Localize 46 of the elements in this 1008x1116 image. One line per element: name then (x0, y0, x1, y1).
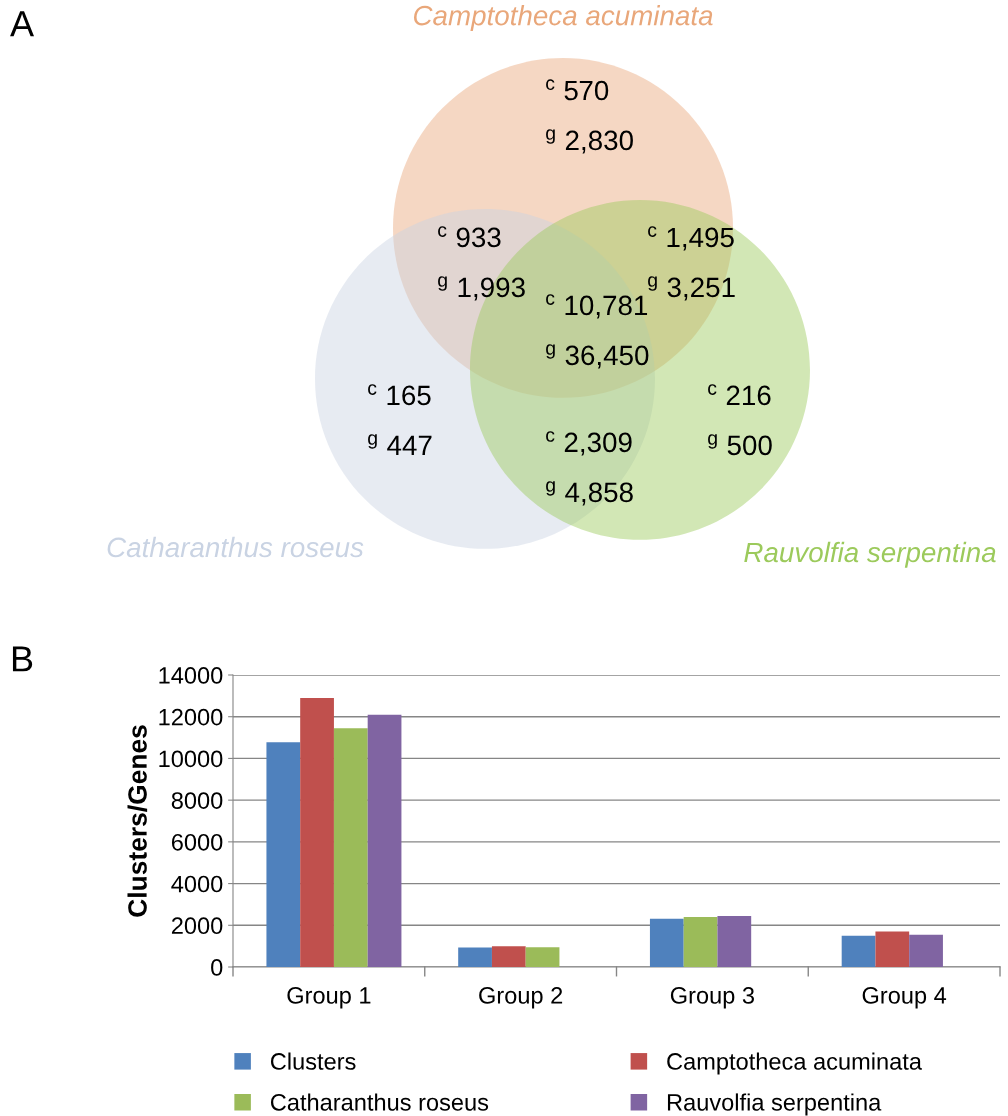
bar (491, 946, 526, 967)
bar (525, 947, 560, 967)
text: $^{c}$ 1,495 (648, 226, 734, 251)
bar (875, 931, 910, 967)
text: $^{g}$ 3,251 (648, 276, 735, 301)
x-tick-label: Group 4 (862, 987, 947, 1009)
y-tick-label: 2000 (171, 917, 223, 935)
x-tick-label: Group 3 (670, 987, 754, 1009)
bar (909, 934, 943, 967)
x-tick-label: Group 1 (287, 987, 371, 1009)
text: $^{g}$ 36,450 (546, 344, 649, 369)
y-tick-label: 4000 (171, 875, 223, 893)
bar (717, 915, 752, 967)
text: $^{c}$ 165 (368, 384, 431, 406)
y-tick-label: 14000 (159, 667, 223, 684)
text: A (10, 11, 35, 37)
text: $^{c}$ 933 (438, 226, 501, 248)
bar (649, 918, 684, 967)
x-tick-label: Group 2 (479, 987, 563, 1009)
legend-label: Camptotheca acuminata (667, 1052, 922, 1075)
y-axis-title: Clusters/Genes (127, 725, 148, 917)
legend-label: Catharanthus roseus (270, 1093, 489, 1111)
text: $^{c}$ 216 (708, 384, 771, 406)
legend-label: Clusters (270, 1052, 356, 1070)
bar (458, 947, 492, 967)
y-tick-label: 10000 (159, 750, 223, 768)
y-tick-label: 12000 (159, 708, 223, 726)
text: $^{g}$ 2,830 (546, 129, 633, 154)
text: $^{c}$ 10,781 (546, 294, 648, 319)
text: $^{g}$ 447 (368, 434, 432, 455)
text: $^{g}$ 1,993 (438, 276, 525, 301)
y-tick-label: 6000 (171, 833, 223, 851)
y-tick-label: 0 (211, 959, 223, 976)
bar (333, 728, 368, 967)
text: Camptotheca acuminata (414, 5, 713, 31)
y-tick-label: 8000 (171, 792, 223, 809)
bar (300, 697, 334, 967)
legend-label: Rauvolfia serpentina (667, 1093, 882, 1116)
bar (266, 742, 301, 967)
text: $^{g}$ 500 (708, 434, 772, 456)
text: $^{c}$ 570 (546, 79, 609, 101)
bar (841, 935, 876, 967)
text: $^{g}$ 4,858 (546, 481, 633, 506)
text: Rauvolfia serpentina (744, 541, 996, 568)
chart-title: B (12, 646, 33, 672)
text: $^{c}$ 2,309 (546, 431, 632, 456)
